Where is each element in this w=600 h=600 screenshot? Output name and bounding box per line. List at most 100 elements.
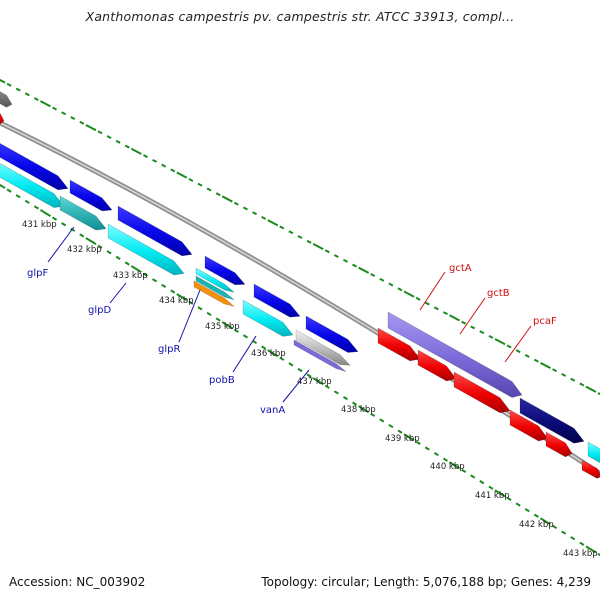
inner-ring-tick [33, 205, 39, 210]
inner-ring-tick [433, 452, 439, 457]
inner-ring-tick [297, 367, 303, 373]
genome-title: Xanthomonas campestris pv. campestris st… [85, 9, 515, 24]
outer-ring-tick [152, 158, 158, 163]
gene-label-pcaF: pcaF [533, 316, 557, 327]
outer-ring-tick [39, 100, 51, 108]
gene-leader-line [282, 369, 310, 403]
outer-ring-tick [506, 344, 512, 349]
outer-ring-tick [233, 201, 239, 206]
gene-feature [293, 339, 347, 372]
kbp-tick-label: 432 kbp [67, 245, 102, 255]
gene-feature [0, 143, 69, 191]
gene-feature [253, 283, 301, 318]
outer-ring-tick [597, 392, 600, 396]
gene-feature [0, 113, 5, 125]
outer-ring-tick [130, 147, 142, 155]
outer-ring-tick [379, 277, 385, 282]
inner-ring-tick [461, 468, 467, 473]
inner-ring-tick [488, 485, 494, 490]
gene-feature [69, 179, 113, 212]
outer-ring-tick [15, 87, 21, 92]
gene-feature [417, 349, 457, 382]
inner-ring-tick [424, 446, 430, 451]
kbp-tick-label: 437 kbp [297, 377, 332, 387]
inner-ring-tick [597, 552, 600, 557]
outer-ring-tick [470, 325, 476, 330]
backbone-line [0, 120, 600, 477]
outer-ring-tick [97, 130, 103, 135]
inner-ring-tick [279, 356, 285, 361]
outer-ring-tick [515, 349, 521, 354]
outer-ring-tick [288, 230, 294, 235]
outer-ring-tick [79, 120, 85, 125]
inner-ring-tick [585, 545, 597, 554]
gene-feature [195, 267, 235, 293]
outer-ring-tick [442, 311, 448, 316]
inner-ring-tick [197, 306, 203, 311]
inner-ring-tick [579, 541, 585, 546]
inner-ring-tick [388, 423, 394, 429]
outer-ring-tick [279, 225, 285, 230]
outer-ring-tick [106, 135, 112, 140]
outer-ring-tick [142, 154, 148, 159]
inner-ring-tick [267, 349, 279, 358]
outer-ring-tick [306, 239, 312, 244]
outer-ring-tick [461, 320, 467, 325]
gene-feature [107, 223, 185, 276]
outer-ring-tick [261, 216, 267, 220]
inner-ring-tick [70, 227, 76, 232]
inner-ring-tick [161, 283, 167, 288]
outer-ring-tick [221, 195, 233, 203]
inner-ring-tick [61, 222, 67, 227]
gene-leader-line [109, 282, 127, 304]
inner-ring-tick [242, 334, 248, 339]
inner-ring-tick [333, 390, 339, 395]
inner-ring-tick [97, 244, 103, 249]
inner-ring-tick [6, 188, 12, 193]
outer-ring-tick [479, 330, 485, 335]
outer-ring-tick [539, 361, 551, 369]
outer-ring-tick [333, 254, 339, 258]
outer-ring-tick [488, 334, 494, 339]
inner-ring-tick [324, 384, 330, 389]
inner-ring-tick [352, 401, 358, 406]
gene-feature [59, 195, 107, 231]
outer-ring-tick [33, 97, 39, 101]
outer-ring-tick [579, 382, 585, 387]
kbp-tick-labels: 431 kbp 432 kbp 433 kbp 434 kbp 435 kbp … [22, 220, 598, 559]
inner-ring-tick [39, 209, 51, 217]
inner-ring-tick [533, 513, 539, 518]
kbp-tick-label: 438 kbp [341, 405, 376, 415]
outer-ring-tick [561, 373, 567, 377]
accession-text: Accession: NC_003902 [9, 575, 146, 589]
gene-label-pobB: pobB [209, 375, 235, 386]
outer-ring-tick [397, 287, 403, 292]
kbp-tick-label: 439 kbp [385, 434, 420, 444]
outer-ring-tick [312, 243, 324, 251]
gene-leader-line [419, 271, 446, 311]
outer-ring-tick [533, 358, 539, 363]
outer-ring-tick [6, 82, 12, 87]
gene-leader-line [47, 226, 75, 263]
outer-ring-tick [115, 139, 121, 144]
outer-ring-tick [570, 377, 576, 382]
kbp-tick-label: 441 kbp [475, 491, 510, 501]
gene-label-gctA: gctA [449, 263, 472, 274]
kbp-tick-label: 440 kbp [430, 462, 465, 472]
outer-ring-tick [358, 266, 370, 274]
inner-ring-tick [552, 524, 558, 530]
inner-ring-tick [206, 311, 212, 317]
gene-feature [377, 327, 421, 362]
inner-ring-tick [188, 300, 194, 305]
inner-ring-tick [176, 293, 188, 302]
outer-ring-tick [433, 306, 439, 311]
outer-ring-tick [124, 144, 130, 149]
outer-ring-tick [449, 314, 461, 322]
outer-ring-tick [170, 168, 176, 173]
outer-ring-tick [524, 354, 530, 358]
inner-ring-tick [524, 508, 530, 513]
inner-ring-tick [442, 457, 448, 462]
gene-label-glpF: glpF [27, 268, 48, 279]
gene-feature [453, 371, 511, 414]
